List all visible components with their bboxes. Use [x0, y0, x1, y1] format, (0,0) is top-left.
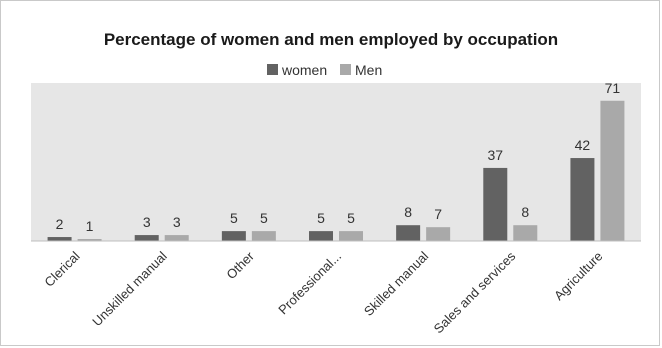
bar-women-2: [221, 231, 246, 241]
bar-men-1: [164, 235, 189, 241]
value-label-men-0: 1: [86, 218, 94, 234]
bar-women-4: [396, 225, 421, 241]
value-label-men-3: 5: [347, 210, 355, 226]
x-tick-label-4: Skilled manual: [361, 248, 431, 318]
value-label-men-5: 8: [521, 204, 529, 220]
bar-men-0: [77, 239, 102, 241]
value-label-women-0: 2: [56, 216, 64, 232]
value-label-women-6: 42: [575, 137, 591, 153]
legend-swatch-men: [340, 64, 351, 75]
bar-women-3: [309, 231, 333, 241]
x-tick-label-6: Agriculture: [551, 249, 606, 304]
plot-area: [31, 83, 641, 241]
x-tick-label-3: Professional...: [275, 249, 344, 318]
value-label-men-6: 71: [605, 80, 621, 96]
chart-title: Percentage of women and men employed by …: [104, 30, 558, 49]
value-label-men-4: 7: [434, 206, 442, 222]
x-tick-label-2: Other: [223, 248, 257, 282]
bar-men-6: [600, 100, 625, 242]
bar-men-4: [426, 227, 451, 241]
bar-women-6: [570, 158, 595, 241]
bar-women-0: [47, 237, 72, 241]
x-tick-labels-group: Clerical Unskilled manual Other Professiona…: [41, 248, 605, 336]
x-tick-label-1: Unskilled manual: [89, 248, 170, 329]
bar-men-5: [513, 225, 538, 241]
legend-label-men: Men: [355, 62, 382, 78]
value-label-men-2: 5: [260, 210, 268, 226]
bar-men-3: [339, 231, 363, 241]
value-label-women-2: 5: [230, 210, 238, 226]
value-label-women-3: 5: [317, 210, 325, 226]
bar-women-1: [134, 235, 159, 241]
bar-women-5: [483, 167, 508, 241]
legend-swatch-women: [267, 64, 278, 75]
bars-group: [47, 100, 625, 242]
legend-label-women: women: [281, 62, 327, 78]
bar-men-2: [251, 231, 276, 241]
value-labels-group: 2 1 3 3 5 5 5 5 8 7 37 8 42 71: [56, 80, 621, 234]
legend: women Men: [267, 62, 382, 78]
value-label-women-5: 37: [487, 147, 503, 163]
value-label-men-1: 3: [173, 214, 181, 230]
value-label-women-4: 8: [404, 204, 412, 220]
value-label-women-1: 3: [143, 214, 151, 230]
x-tick-label-5: Sales and services: [431, 248, 519, 336]
x-tick-label-0: Clerical: [41, 248, 82, 289]
